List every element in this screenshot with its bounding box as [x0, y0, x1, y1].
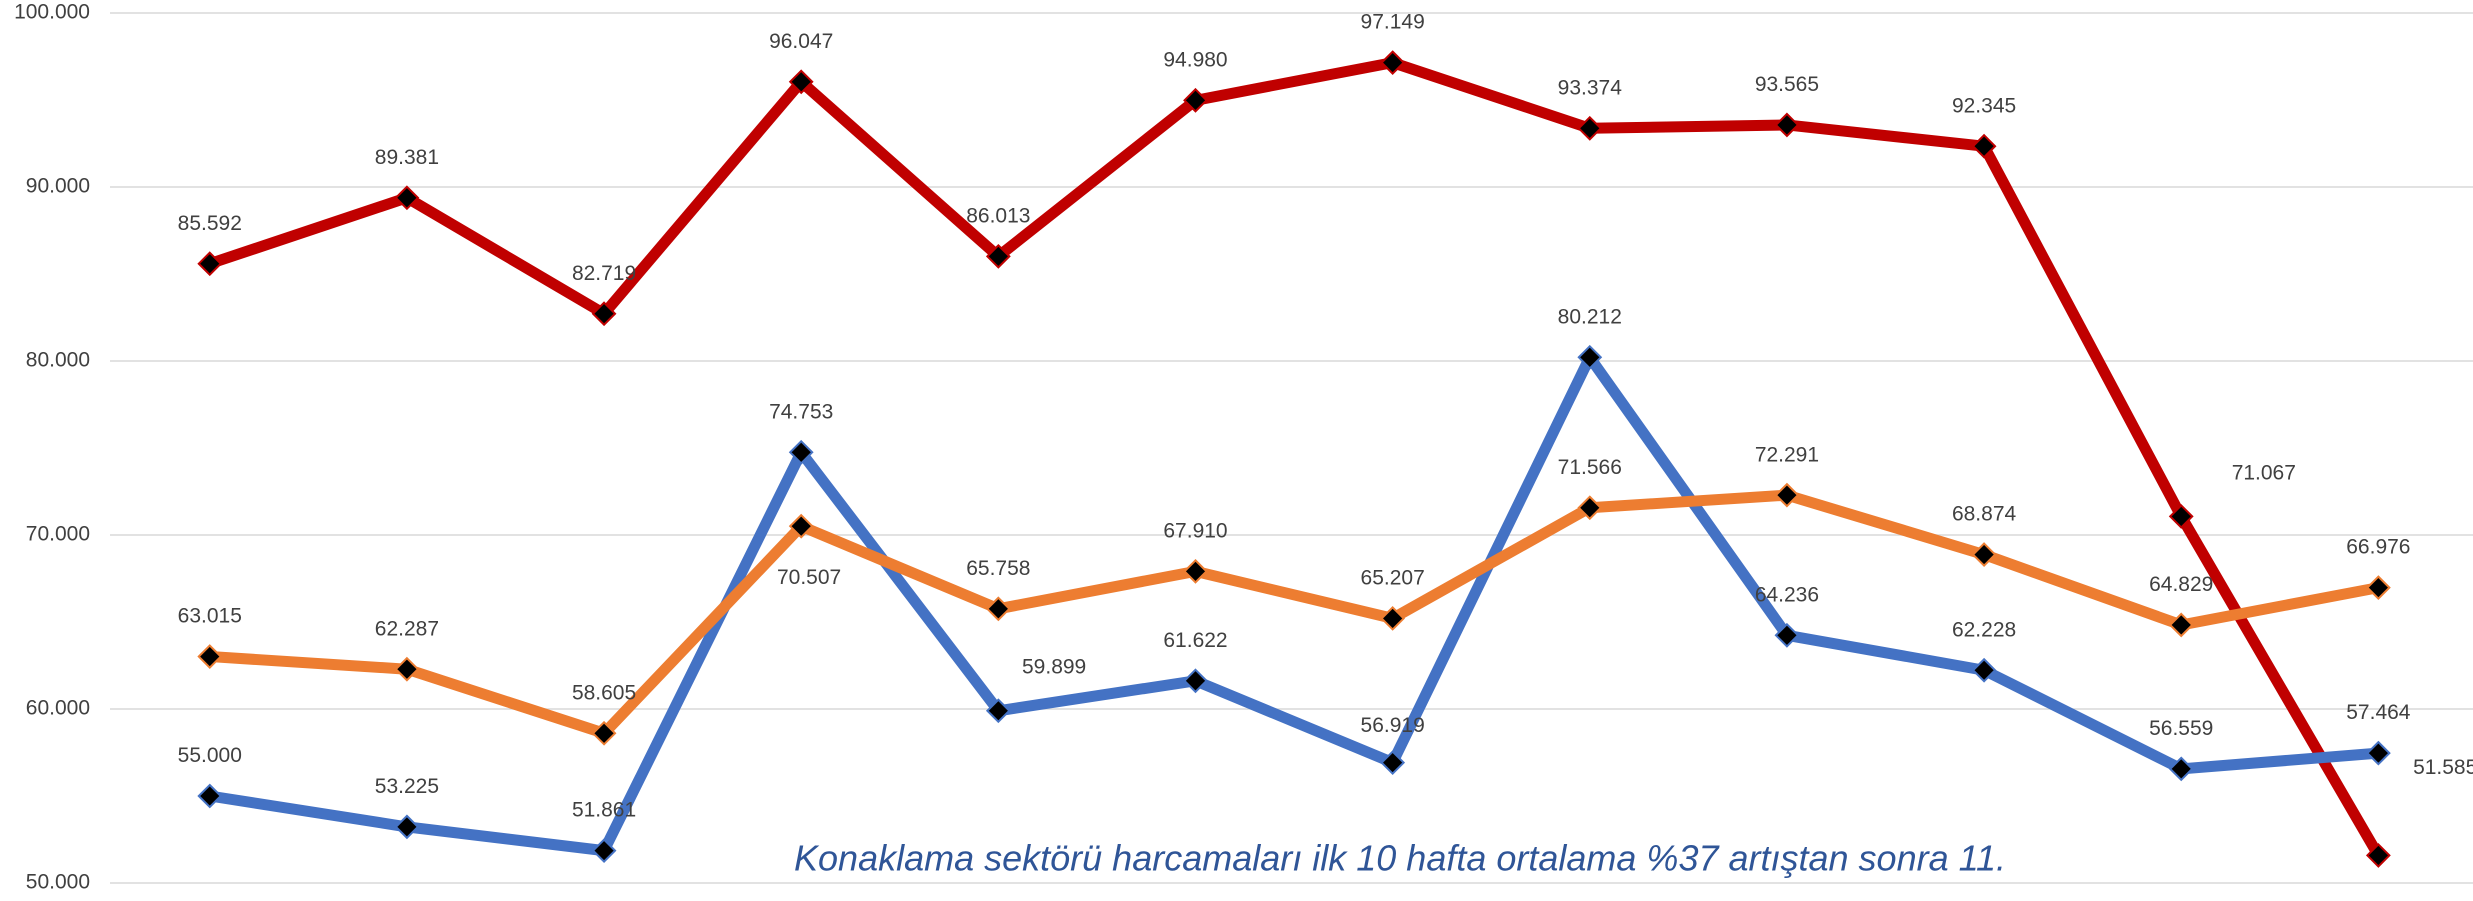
marker — [985, 698, 1011, 724]
marker — [591, 838, 617, 864]
marker — [985, 243, 1011, 269]
y-tick-label: 60.000 — [26, 697, 90, 720]
data-label: 67.910 — [1163, 519, 1227, 542]
data-label: 74.753 — [769, 400, 833, 423]
data-label: 64.829 — [2149, 573, 2213, 596]
y-tick-label: 100.000 — [14, 1, 90, 24]
data-label: 64.236 — [1755, 583, 1819, 606]
marker — [2365, 843, 2391, 868]
series-line — [204, 351, 2384, 857]
marker — [394, 656, 420, 682]
marker — [1380, 50, 1406, 76]
data-label: 96.047 — [769, 30, 833, 53]
marker — [1380, 750, 1406, 776]
marker — [1971, 542, 1997, 568]
data-label: 66.976 — [2346, 536, 2410, 559]
data-label: 93.565 — [1755, 73, 1819, 96]
marker — [197, 644, 223, 669]
marker — [197, 783, 223, 809]
marker — [1183, 558, 1208, 584]
data-label: 56.919 — [1361, 714, 1425, 737]
marker — [1971, 133, 1997, 159]
marker — [2168, 504, 2194, 529]
data-label: 97.149 — [1361, 11, 1425, 34]
marker — [1183, 668, 1208, 694]
data-label: 71.566 — [1558, 456, 1622, 479]
data-label: 71.067 — [2232, 461, 2296, 484]
marker — [591, 720, 617, 746]
data-label: 93.374 — [1558, 76, 1623, 99]
data-label: 63.015 — [178, 605, 242, 628]
data-label: 59.899 — [1022, 656, 1086, 679]
data-label: 80.212 — [1558, 305, 1622, 328]
data-label: 62.287 — [375, 617, 439, 640]
data-label: 70.507 — [777, 566, 841, 589]
y-tick-label: 90.000 — [26, 175, 90, 198]
data-label: 51.861 — [572, 799, 636, 822]
data-label: 82.719 — [572, 262, 636, 285]
series-line — [204, 489, 2384, 739]
marker — [1577, 495, 1603, 521]
data-label: 92.345 — [1952, 94, 2016, 117]
data-label: 51.585 — [2413, 756, 2473, 779]
data-label: 55.000 — [178, 744, 242, 767]
marker — [1774, 112, 1800, 138]
data-label: 89.381 — [375, 146, 439, 169]
data-label: 62.228 — [1952, 618, 2016, 641]
marker — [1380, 605, 1406, 631]
marker — [788, 69, 814, 95]
marker — [591, 301, 617, 327]
marker — [1577, 344, 1603, 370]
data-label: 68.874 — [1952, 503, 2017, 526]
marker — [2365, 740, 2391, 766]
marker — [1971, 657, 1997, 683]
data-label: 56.559 — [2149, 717, 2213, 740]
marker — [1183, 87, 1208, 113]
marker — [394, 185, 420, 211]
data-label: 94.980 — [1163, 48, 1227, 71]
marker — [1774, 622, 1800, 648]
marker — [788, 513, 814, 539]
data-label: 53.225 — [375, 775, 439, 798]
y-tick-label: 80.000 — [26, 349, 90, 372]
marker — [985, 596, 1011, 622]
marker — [788, 439, 814, 465]
data-label: 57.464 — [2346, 701, 2411, 724]
data-label: 58.605 — [572, 681, 636, 704]
y-tick-label: 50.000 — [26, 871, 90, 894]
data-label: 65.207 — [1361, 567, 1425, 590]
annotation: Konaklama sektörü harcamaları ilk 10 haf… — [794, 838, 2006, 879]
marker — [2365, 575, 2391, 601]
marker — [1577, 115, 1603, 141]
data-label: 72.291 — [1755, 443, 1819, 466]
data-label: 65.758 — [966, 557, 1030, 580]
marker — [197, 251, 223, 277]
y-tick-label: 70.000 — [26, 523, 90, 546]
data-label: 86.013 — [966, 204, 1030, 227]
series-line — [204, 57, 2384, 861]
marker — [394, 814, 420, 840]
marker — [2168, 612, 2194, 638]
marker — [1774, 482, 1800, 508]
data-label: 61.622 — [1163, 629, 1227, 652]
marker — [2168, 756, 2194, 782]
data-label: 85.592 — [178, 212, 242, 235]
